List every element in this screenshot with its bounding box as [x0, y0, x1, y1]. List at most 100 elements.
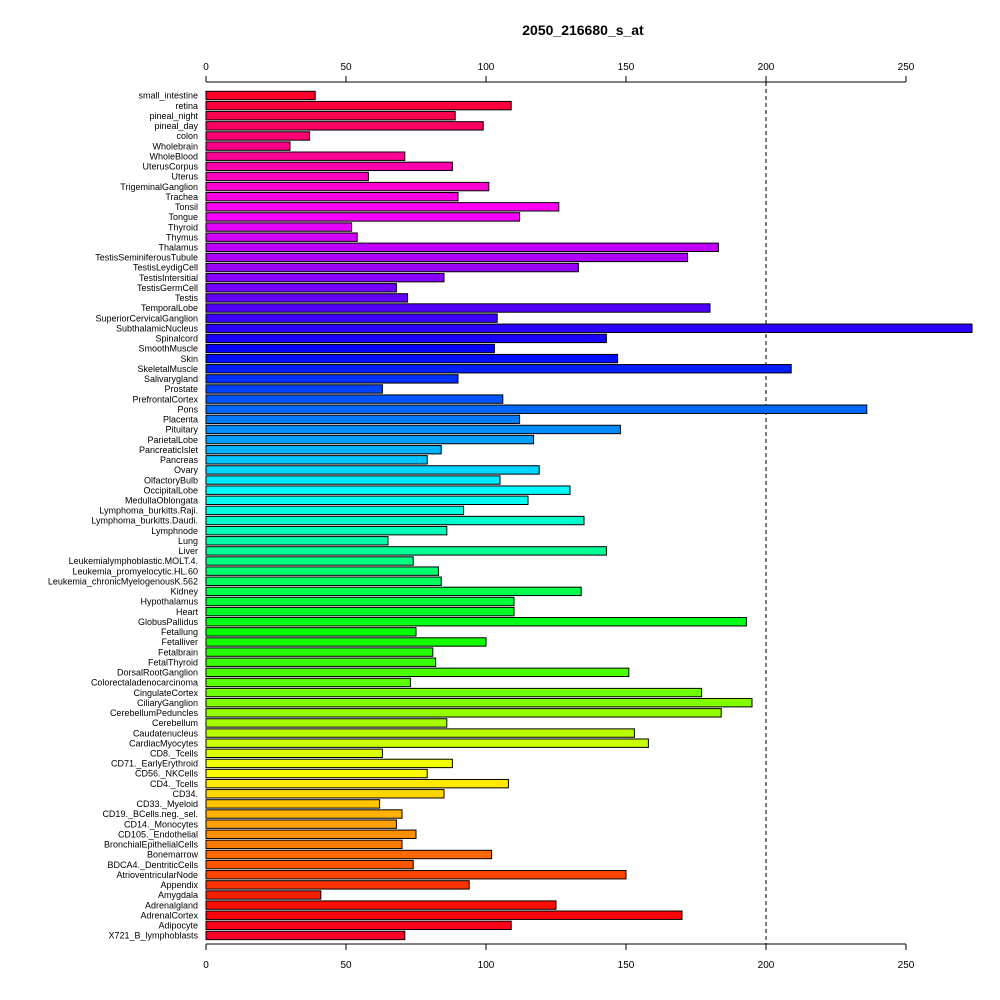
bars [205, 90, 973, 941]
category-label: CD34. [172, 789, 198, 799]
bar [205, 880, 470, 890]
category-label: Ovary [174, 465, 199, 475]
bar [205, 424, 621, 435]
x-tick-label: 50 [340, 62, 352, 73]
bar [205, 617, 747, 627]
bar [205, 758, 453, 769]
category-label: CD71._EarlyErythroid [111, 759, 198, 769]
category-label: ParietalLobe [147, 435, 198, 445]
x-tick-label: 150 [618, 62, 635, 73]
bar [205, 536, 389, 546]
bar [205, 272, 445, 283]
category-label: Thyroid [168, 222, 198, 232]
category-label: OlfactoryBulb [144, 475, 198, 485]
category-label: Fetalliver [161, 637, 198, 647]
bar [205, 698, 753, 708]
category-label: PrefrontalCortex [132, 394, 198, 404]
category-label: AtrioventricularNode [116, 870, 198, 880]
category-label: TestisSeminiferousTubule [95, 253, 198, 263]
bar [205, 303, 711, 313]
bar [205, 465, 540, 475]
category-label: Pituitary [165, 425, 198, 435]
bar [205, 121, 484, 131]
category-label: Pancreas [160, 455, 199, 465]
category-label: Fetalbrain [158, 647, 198, 657]
bar [205, 606, 515, 617]
bar [205, 657, 437, 667]
category-label: SmoothMuscle [138, 344, 198, 354]
x-tick-label: 50 [340, 960, 352, 971]
category-label: BronchialEpithelialCells [104, 840, 199, 850]
bar [205, 252, 689, 263]
bar [205, 556, 414, 566]
category-label: Uterus [171, 172, 198, 182]
bar [205, 647, 434, 657]
bar [205, 475, 501, 485]
bar [205, 495, 529, 506]
category-label: Wholebrain [152, 141, 198, 151]
category-label: Spinalcord [155, 334, 198, 344]
category-label: CD19._BCells.neg._sel. [102, 809, 198, 819]
bar [205, 161, 453, 172]
category-label: retina [175, 101, 198, 111]
bar [205, 364, 792, 374]
bar [205, 687, 703, 698]
bar [205, 353, 619, 364]
category-label: Cerebellum [152, 718, 198, 728]
category-label: GlobusPallidus [138, 617, 199, 627]
bar [205, 900, 557, 910]
bar [205, 576, 442, 586]
category-labels: small_intestineretinapineal_nightpineal_… [48, 91, 199, 941]
x-tick-label: 200 [758, 62, 775, 73]
bar [205, 242, 719, 253]
bar [205, 293, 409, 303]
bar [205, 637, 487, 647]
bar [205, 667, 630, 678]
category-label: Lymphoma_burkitts.Raji. [99, 506, 198, 516]
bar [205, 738, 649, 748]
category-label: FetalThyroid [148, 657, 198, 667]
bar [205, 90, 316, 101]
category-label: Kidney [170, 587, 198, 597]
category-label: AdrenalCortex [140, 910, 198, 920]
bar [205, 748, 383, 758]
category-label: Lymphoma_burkitts.Daudi. [91, 516, 198, 526]
bar [205, 920, 512, 931]
category-label: UterusCorpus [142, 162, 198, 172]
category-label: Bonemarrow [147, 850, 199, 860]
bar [205, 870, 627, 880]
category-label: SubthalamicNucleus [116, 323, 199, 333]
bar [205, 829, 417, 839]
category-label: Pons [177, 404, 198, 414]
category-label: CD105._Endothelial [118, 829, 198, 839]
category-label: Hypothalamus [140, 597, 198, 607]
x-tick-label: 100 [478, 62, 495, 73]
category-label: MedullaOblongata [125, 496, 198, 506]
bar [205, 100, 512, 111]
category-label: small_intestine [138, 91, 198, 101]
category-label: CerebellumPeduncles [110, 708, 199, 718]
category-label: DorsalRootGanglion [117, 668, 198, 678]
category-label: Heart [176, 607, 199, 617]
category-label: Colorectaladenocarcinoma [91, 678, 198, 688]
bar [205, 394, 504, 404]
bar [205, 171, 369, 182]
category-label: Trachea [165, 192, 198, 202]
x-tick-label: 0 [203, 62, 209, 73]
bar [205, 596, 515, 607]
bar [205, 151, 406, 161]
category-label: Fetallung [161, 627, 198, 637]
bar [205, 930, 406, 941]
category-label: Lung [178, 536, 198, 546]
bar [205, 718, 448, 728]
bar [205, 374, 459, 384]
bar [205, 708, 722, 718]
bar [205, 485, 571, 495]
bar [205, 414, 521, 425]
category-label: SuperiorCervicalGanglion [95, 313, 198, 323]
x-tick-label: 150 [618, 960, 635, 971]
category-label: Skin [180, 354, 198, 364]
category-label: PancreaticIslet [139, 445, 199, 455]
bar [205, 131, 311, 141]
